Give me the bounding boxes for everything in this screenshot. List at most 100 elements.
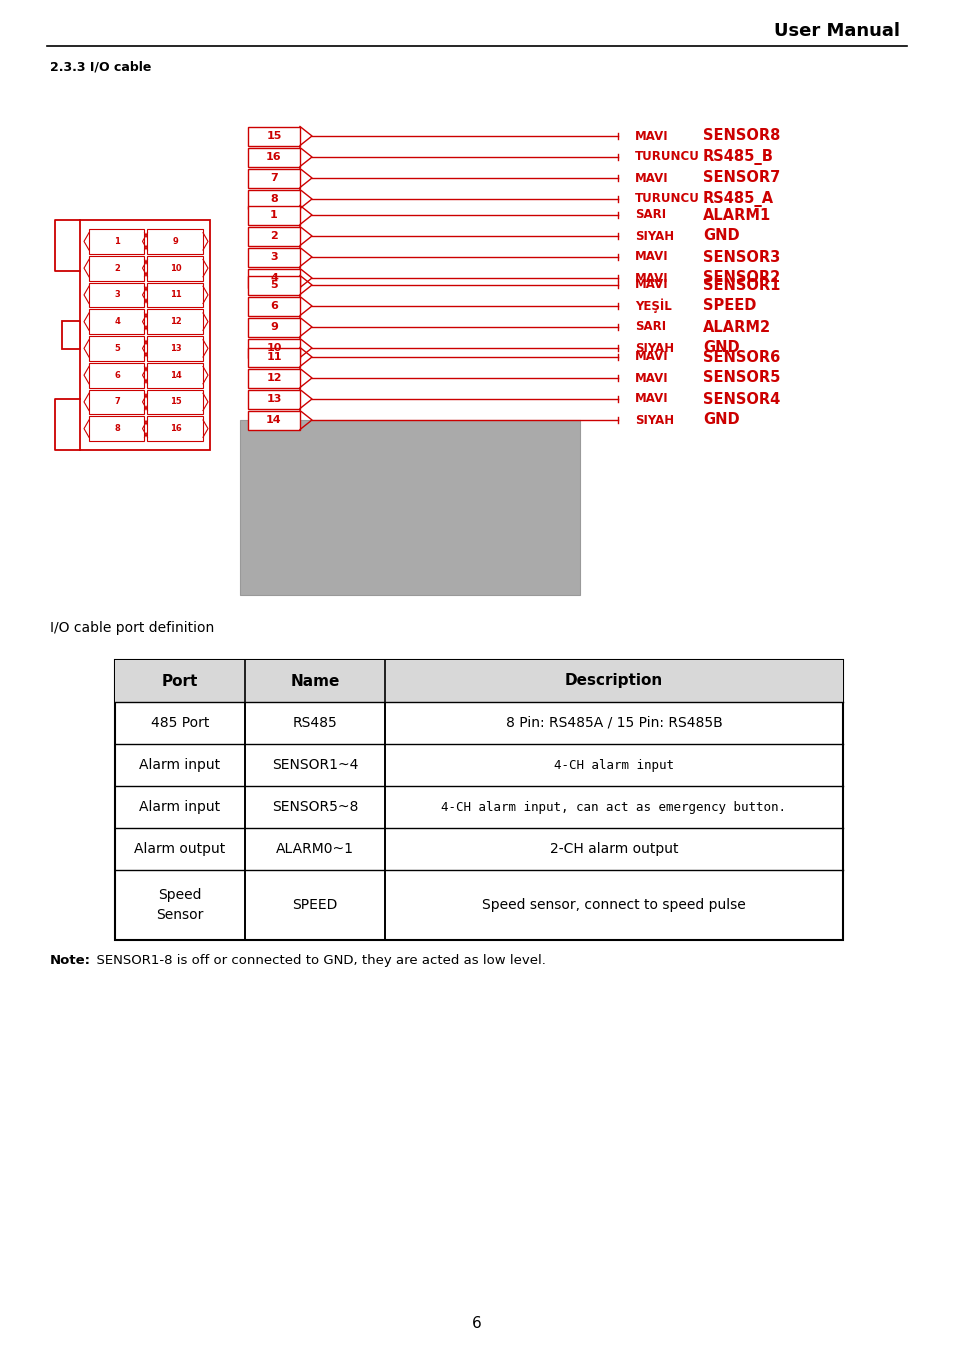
Text: TURUNCU: TURUNCU (635, 150, 700, 163)
Text: SIYAH: SIYAH (635, 413, 674, 427)
Bar (148, 416, 203, 440)
Text: ALARM0~1: ALARM0~1 (275, 842, 354, 857)
Text: SENSOR7: SENSOR7 (702, 170, 780, 185)
Bar (248, 339, 299, 358)
Text: 10: 10 (170, 263, 181, 273)
Bar (248, 169, 299, 188)
Bar (89, 336, 144, 361)
Text: SIYAH: SIYAH (635, 230, 674, 242)
Text: 3: 3 (270, 253, 277, 262)
Text: SPEED: SPEED (702, 299, 756, 313)
Text: 9: 9 (270, 322, 277, 332)
Bar (248, 205, 299, 224)
Text: 14: 14 (170, 370, 181, 380)
Bar (148, 230, 203, 254)
Text: SENSOR2: SENSOR2 (702, 270, 780, 285)
Bar (80, 220, 210, 450)
Text: Note:: Note: (50, 954, 91, 967)
Text: 8 Pin: RS485A / 15 Pin: RS485B: 8 Pin: RS485A / 15 Pin: RS485B (505, 716, 721, 730)
Text: ALARM2: ALARM2 (702, 319, 770, 335)
Text: RS485: RS485 (293, 716, 337, 730)
Text: Description: Description (564, 674, 662, 689)
Text: 11: 11 (170, 290, 181, 300)
Text: 4: 4 (270, 273, 277, 282)
Text: SENSOR5~8: SENSOR5~8 (272, 800, 357, 815)
Bar (248, 369, 299, 388)
Text: SENSOR1: SENSOR1 (702, 277, 780, 293)
Text: RS485_B: RS485_B (702, 149, 773, 165)
Text: 1: 1 (114, 236, 120, 246)
Bar (89, 389, 144, 415)
Bar (89, 309, 144, 334)
Bar (248, 147, 299, 166)
Bar (148, 363, 203, 388)
Bar (248, 189, 299, 208)
Bar (89, 230, 144, 254)
Text: 4: 4 (114, 317, 120, 326)
Text: SENSOR1-8 is off or connected to GND, they are acted as low level.: SENSOR1-8 is off or connected to GND, th… (88, 954, 545, 967)
Text: MAVI: MAVI (635, 393, 668, 405)
Text: MAVI: MAVI (635, 372, 668, 385)
Text: 15: 15 (266, 131, 281, 141)
Text: 13: 13 (170, 345, 181, 353)
Text: 11: 11 (266, 353, 281, 362)
Text: 4-CH alarm input: 4-CH alarm input (554, 758, 673, 771)
Text: 8: 8 (114, 424, 120, 434)
Text: 8: 8 (270, 195, 277, 204)
Text: TURUNCU: TURUNCU (635, 192, 700, 205)
Text: Port: Port (162, 674, 198, 689)
Text: Alarm input: Alarm input (139, 800, 220, 815)
Text: MAVI: MAVI (635, 272, 668, 285)
Bar (248, 317, 299, 336)
Text: 2-CH alarm output: 2-CH alarm output (549, 842, 678, 857)
Bar (148, 336, 203, 361)
Text: 5: 5 (270, 280, 277, 290)
Text: SARI: SARI (635, 208, 665, 222)
Text: 12: 12 (170, 317, 181, 326)
Text: 1: 1 (270, 209, 277, 220)
Text: YEŞİL: YEŞİL (635, 299, 671, 313)
Text: 2: 2 (270, 231, 277, 240)
Text: 6: 6 (270, 301, 277, 311)
Text: SENSOR3: SENSOR3 (702, 250, 780, 265)
Text: 14: 14 (266, 415, 281, 426)
Text: 9: 9 (172, 236, 178, 246)
Text: SENSOR8: SENSOR8 (702, 128, 780, 143)
Text: 15: 15 (170, 397, 181, 407)
Bar (248, 389, 299, 408)
Text: ALARM1: ALARM1 (702, 208, 770, 223)
Bar (248, 276, 299, 295)
Bar (248, 296, 299, 316)
Bar (115, 661, 842, 703)
Bar (148, 309, 203, 334)
Text: RS485_A: RS485_A (702, 190, 773, 207)
Text: Alarm input: Alarm input (139, 758, 220, 771)
Bar (89, 363, 144, 388)
Text: SIYAH: SIYAH (635, 342, 674, 354)
Bar (89, 416, 144, 440)
Text: GND: GND (702, 340, 739, 355)
Bar (148, 389, 203, 415)
Bar (248, 269, 299, 288)
Text: MAVI: MAVI (635, 350, 668, 363)
Text: SARI: SARI (635, 320, 665, 334)
Text: SENSOR1~4: SENSOR1~4 (272, 758, 357, 771)
Text: 5: 5 (114, 345, 120, 353)
Bar (148, 282, 203, 307)
Text: SENSOR5: SENSOR5 (702, 370, 780, 385)
Text: 7: 7 (114, 397, 120, 407)
Bar (62, 322, 80, 349)
Text: 4-CH alarm input, can act as emergency button.: 4-CH alarm input, can act as emergency b… (441, 801, 785, 813)
Text: User Manual: User Manual (773, 22, 899, 41)
Bar (240, 420, 579, 594)
Text: MAVI: MAVI (635, 130, 668, 142)
Text: SPEED: SPEED (292, 898, 337, 912)
Bar (248, 127, 299, 146)
Text: 13: 13 (266, 394, 281, 404)
Text: MAVI: MAVI (635, 172, 668, 185)
Text: 6: 6 (472, 1316, 481, 1331)
Text: Name: Name (290, 674, 339, 689)
Text: GND: GND (702, 412, 739, 427)
Text: Alarm output: Alarm output (134, 842, 226, 857)
Text: MAVI: MAVI (635, 250, 668, 263)
